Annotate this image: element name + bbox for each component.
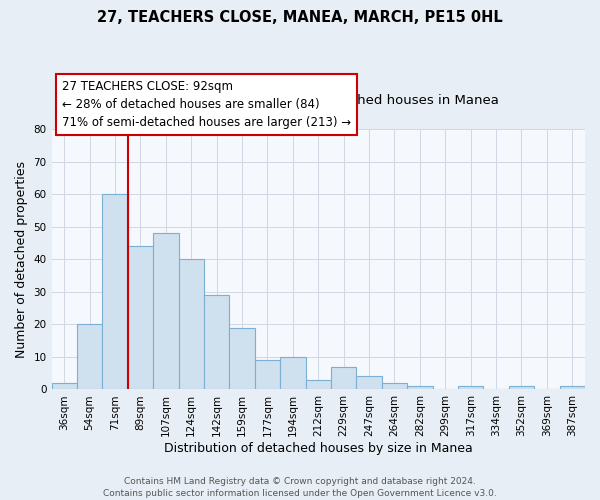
Bar <box>255 360 280 390</box>
Bar <box>331 366 356 390</box>
Bar <box>382 383 407 390</box>
Bar <box>509 386 534 390</box>
Title: Size of property relative to detached houses in Manea: Size of property relative to detached ho… <box>137 94 499 107</box>
Bar <box>280 357 305 390</box>
Y-axis label: Number of detached properties: Number of detached properties <box>15 160 28 358</box>
Bar <box>356 376 382 390</box>
Bar <box>407 386 433 390</box>
Bar <box>77 324 103 390</box>
Bar <box>305 380 331 390</box>
Bar <box>229 328 255 390</box>
Text: 27, TEACHERS CLOSE, MANEA, MARCH, PE15 0HL: 27, TEACHERS CLOSE, MANEA, MARCH, PE15 0… <box>97 10 503 25</box>
Bar <box>128 246 153 390</box>
Bar <box>560 386 585 390</box>
Text: Contains HM Land Registry data © Crown copyright and database right 2024.
Contai: Contains HM Land Registry data © Crown c… <box>103 476 497 498</box>
Bar <box>103 194 128 390</box>
Bar <box>153 233 179 390</box>
Text: 27 TEACHERS CLOSE: 92sqm
← 28% of detached houses are smaller (84)
71% of semi-d: 27 TEACHERS CLOSE: 92sqm ← 28% of detach… <box>62 80 352 129</box>
Bar <box>179 259 204 390</box>
Bar <box>458 386 484 390</box>
Bar <box>204 295 229 390</box>
Bar <box>52 383 77 390</box>
X-axis label: Distribution of detached houses by size in Manea: Distribution of detached houses by size … <box>164 442 473 455</box>
